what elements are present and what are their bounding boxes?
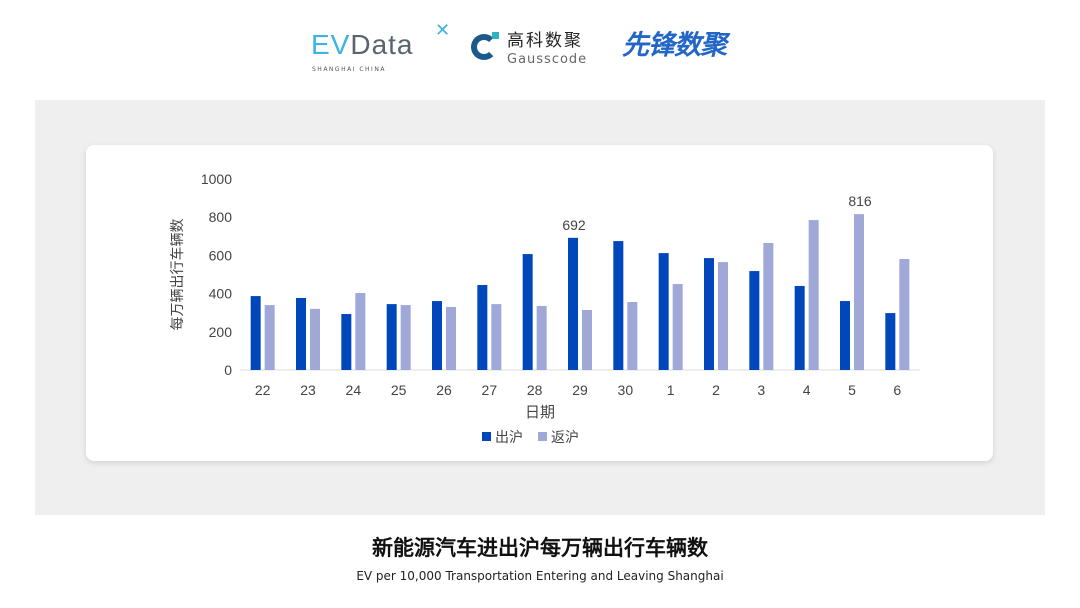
bar-out bbox=[704, 258, 714, 370]
x-tick-label: 4 bbox=[803, 382, 811, 398]
xianfeng-logo: 先锋数聚 bbox=[622, 30, 727, 61]
x-tick-label: 26 bbox=[436, 382, 452, 398]
bar-out bbox=[613, 241, 624, 370]
bar-out bbox=[477, 285, 488, 370]
bar-return bbox=[400, 305, 411, 370]
bar-out bbox=[794, 285, 805, 370]
y-tick-label: 1000 bbox=[201, 171, 232, 187]
x-tick-label: 25 bbox=[391, 382, 407, 398]
chart-card: 0 200 400 600 800 1000 22 23 24 25 26 27 28 29 30 1 2 3 4 5… bbox=[86, 145, 993, 461]
bar-return bbox=[718, 262, 728, 370]
y-tick-label: 0 bbox=[224, 362, 232, 378]
bar-return bbox=[899, 259, 910, 370]
bar-return bbox=[310, 308, 320, 370]
bar-out bbox=[840, 301, 850, 370]
bar-return bbox=[355, 293, 366, 370]
bar-out bbox=[386, 304, 397, 370]
evdata-logo-ev: EV bbox=[311, 29, 351, 60]
bar-out bbox=[658, 253, 669, 370]
footer-title: 新能源汽车进出沪每万辆出行车辆数 bbox=[372, 536, 708, 560]
bar-out bbox=[296, 297, 306, 370]
y-tick-label: 800 bbox=[209, 209, 233, 225]
gausscode-logo-icon bbox=[471, 34, 497, 60]
bar-return bbox=[491, 304, 502, 370]
bar-return bbox=[854, 214, 864, 370]
bar-return bbox=[672, 284, 683, 370]
bar-return bbox=[627, 302, 638, 370]
legend-label: 出沪 bbox=[495, 429, 523, 445]
bar-out bbox=[749, 271, 760, 370]
bar-return bbox=[763, 242, 774, 370]
x-tick-label: 28 bbox=[527, 382, 543, 398]
legend-label: 返沪 bbox=[551, 429, 579, 445]
legend-swatch bbox=[538, 432, 547, 441]
bar-return bbox=[808, 220, 819, 370]
y-tick-label: 600 bbox=[209, 247, 233, 263]
x-tick-label: 29 bbox=[572, 382, 588, 398]
legend-swatch bbox=[482, 432, 491, 441]
bar-return bbox=[446, 306, 456, 370]
bar-return bbox=[264, 305, 275, 370]
x-tick-label: 27 bbox=[482, 382, 498, 398]
x-tick-label: 5 bbox=[848, 382, 856, 398]
y-tick-label: 200 bbox=[209, 324, 233, 340]
footer-subtitle: EV per 10,000 Transportation Entering an… bbox=[356, 569, 724, 583]
bar-out bbox=[568, 237, 578, 370]
x-tick-label: 2 bbox=[712, 382, 720, 398]
gausscode-logo-en: Gausscode bbox=[507, 52, 588, 67]
evdata-logo: EVData ✕ bbox=[311, 20, 450, 60]
evdata-logo-data: Data bbox=[350, 29, 414, 60]
x-tick-label: 3 bbox=[757, 382, 765, 398]
x-tick-label: 1 bbox=[667, 382, 675, 398]
gausscode-logo-square bbox=[492, 32, 499, 39]
bar-out bbox=[885, 313, 896, 370]
y-axis-title: 每万辆出行车辆数 bbox=[169, 219, 185, 331]
x-tick-label: 22 bbox=[255, 382, 271, 398]
bar-return bbox=[536, 306, 547, 370]
bar-return bbox=[582, 310, 592, 370]
x-tick-label: 23 bbox=[300, 382, 316, 398]
evdata-logo-sub: SHANGHAI CHINA bbox=[312, 66, 386, 73]
bar-out bbox=[341, 314, 352, 370]
x-tick-label: 6 bbox=[893, 382, 901, 398]
bar-out bbox=[250, 296, 261, 370]
logo-bar: EVData ✕ SHANGHAI CHINA 高科数聚 Gausscode 先锋… bbox=[0, 20, 1080, 74]
gausscode-logo-cn: 高科数聚 bbox=[507, 31, 583, 51]
x-mark-icon: ✕ bbox=[435, 20, 452, 40]
bar-out bbox=[522, 254, 533, 370]
x-tick-label: 30 bbox=[618, 382, 634, 398]
chart-panel: 0 200 400 600 800 1000 22 23 24 25 26 27 28 29 30 1 2 3 4 5… bbox=[35, 100, 1045, 515]
data-label: 692 bbox=[562, 217, 586, 233]
data-label: 816 bbox=[848, 193, 872, 209]
y-tick-label: 400 bbox=[209, 286, 233, 302]
x-axis-title: 日期 bbox=[525, 404, 555, 421]
x-tick-label: 24 bbox=[346, 382, 362, 398]
bar-out bbox=[432, 301, 442, 370]
